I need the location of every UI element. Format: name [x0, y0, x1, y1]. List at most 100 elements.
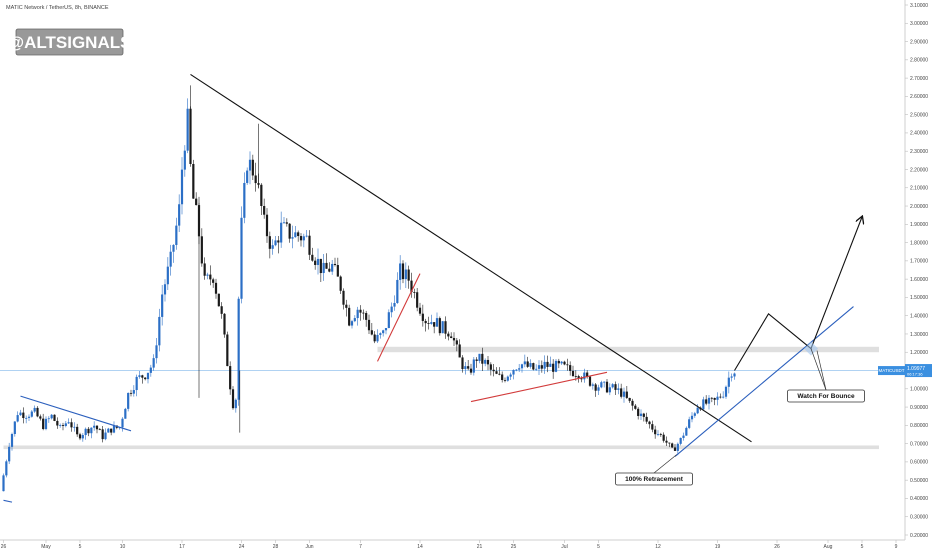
- candle: [271, 239, 274, 255]
- candle: [501, 371, 504, 383]
- candle: [622, 387, 626, 403]
- candle: [248, 151, 252, 185]
- candle: [192, 159, 195, 199]
- candle: [353, 315, 356, 323]
- y-tick-label: 2.10000: [910, 186, 928, 192]
- candle-body: [469, 368, 473, 373]
- candle: [563, 360, 566, 366]
- candle: [277, 235, 280, 254]
- candle-body: [707, 397, 711, 404]
- candle: [727, 371, 730, 394]
- candle-body: [634, 405, 637, 409]
- x-tick-label: 10: [120, 544, 126, 550]
- candle: [495, 367, 498, 375]
- candle: [161, 285, 164, 326]
- candle-body: [396, 279, 399, 303]
- candle: [98, 427, 101, 431]
- y-tick-label: 0.80000: [910, 423, 928, 429]
- price-axis[interactable]: 3.10000 3.00000 2.90000 2.80000 2.70000 2.600…: [905, 3, 928, 539]
- candle-body: [452, 337, 456, 341]
- candle-body: [461, 357, 464, 370]
- candle-body: [518, 368, 521, 370]
- candle-body: [537, 365, 541, 369]
- candle: [707, 395, 711, 410]
- candle-body: [611, 384, 614, 388]
- candle-body: [183, 150, 186, 170]
- annotation-bounce: Watch For Bounce: [797, 393, 855, 400]
- candle-body: [271, 245, 274, 249]
- candle-body: [654, 429, 657, 435]
- candle: [348, 304, 351, 327]
- candle: [336, 257, 339, 277]
- candle: [396, 272, 399, 304]
- y-tick-label: 1.30000: [910, 332, 928, 338]
- y-tick-label: 2.40000: [910, 131, 928, 137]
- candle: [16, 411, 19, 423]
- candle-body: [260, 184, 263, 206]
- candle-body: [19, 412, 22, 416]
- candle: [407, 265, 410, 289]
- candle-body: [64, 423, 67, 426]
- candle-body: [472, 359, 475, 373]
- candle-body: [671, 443, 674, 448]
- resistance-zone: [377, 346, 879, 353]
- candle: [379, 332, 382, 339]
- candle: [546, 355, 549, 373]
- candle: [515, 369, 518, 372]
- candle-body: [302, 236, 305, 241]
- candle: [149, 364, 152, 377]
- candle-body: [580, 378, 583, 380]
- candle: [588, 375, 592, 387]
- candle: [44, 416, 48, 431]
- candle: [138, 370, 141, 379]
- candle-body: [693, 413, 696, 416]
- candle: [430, 314, 433, 325]
- candle-body: [535, 368, 538, 370]
- candle: [178, 194, 181, 232]
- candle-body: [444, 321, 447, 334]
- candle: [557, 358, 560, 369]
- candle: [376, 329, 379, 343]
- candle: [297, 230, 300, 242]
- candle: [461, 355, 464, 373]
- candle: [645, 412, 648, 424]
- candle: [648, 420, 651, 429]
- candle-body: [574, 375, 577, 377]
- candle-body: [447, 333, 450, 337]
- candle: [229, 361, 232, 395]
- candle: [87, 427, 90, 437]
- candle: [639, 409, 643, 421]
- candle: [413, 288, 416, 299]
- candle: [158, 308, 161, 352]
- candle: [702, 396, 705, 411]
- candle: [631, 398, 634, 411]
- y-tick-label: 3.00000: [910, 21, 928, 27]
- candle: [614, 381, 617, 395]
- candle-body: [410, 280, 413, 293]
- candle-body: [503, 380, 507, 381]
- candle: [67, 418, 70, 425]
- candle-body: [673, 447, 677, 451]
- candle: [152, 354, 155, 371]
- candle: [452, 332, 456, 346]
- candle-body: [76, 426, 79, 435]
- time-axis[interactable]: 26 May 5 10 17 24 28 Jun 7 14 21 25 Jul 5 12 19 26 Aug 5 9: [1, 540, 898, 550]
- candle: [690, 412, 694, 423]
- candle: [10, 432, 14, 451]
- candle: [342, 288, 345, 310]
- y-tick-label: 0.20000: [910, 533, 928, 539]
- candle: [679, 437, 682, 446]
- candle-body: [146, 372, 150, 380]
- candle-body: [132, 390, 135, 394]
- candle-body: [263, 205, 266, 215]
- candle: [492, 364, 495, 377]
- candle-body: [22, 412, 25, 419]
- candle-body: [27, 416, 31, 418]
- candle: [220, 302, 223, 319]
- candle: [520, 363, 524, 373]
- candle-body: [617, 388, 620, 390]
- candle: [682, 432, 685, 441]
- candle-body: [161, 294, 164, 317]
- candle-body: [373, 334, 376, 342]
- x-tick-label: May: [41, 544, 51, 550]
